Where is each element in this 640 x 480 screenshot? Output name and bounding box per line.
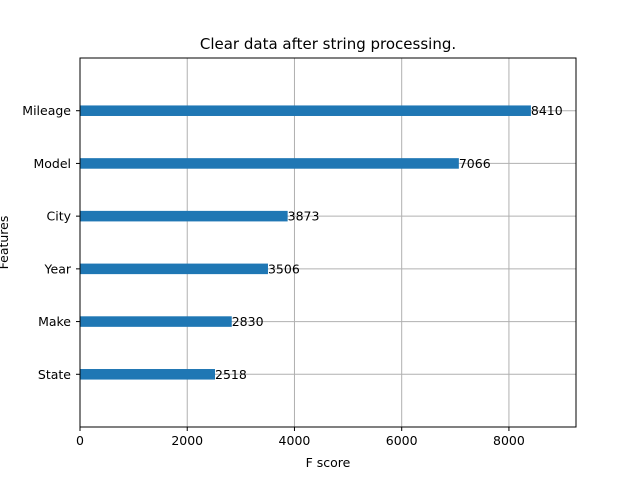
bar-state [80,369,216,380]
y-tick-label-city: City [47,209,72,224]
x-tick-label: 0 [76,433,84,448]
bar-year [80,263,268,275]
data-label-year: 3506 [268,261,300,276]
y-axis-label: Features [0,216,11,270]
y-tick-label-make: Make [38,314,71,329]
x-axis-label: F score [306,455,351,470]
bar-mileage [80,105,531,116]
x-tick-label: 2000 [171,433,203,448]
plot-frame [79,57,577,428]
data-label-make: 2830 [232,314,264,329]
x-tick-label: 4000 [279,433,311,448]
y-tick-label-model: Model [33,156,71,171]
labels: 0 2000 4000 6000 8000 Mileage 8410 Model 7066 Cit… [22,103,562,448]
y-tick-label-mileage: Mileage [22,103,71,118]
chart-title: Clear data after string processing. [200,35,456,53]
data-label-model: 7066 [459,156,491,171]
bar-make [80,316,232,327]
data-label-mileage: 8410 [531,103,563,118]
data-label-city: 3873 [288,209,320,224]
x-tick-label: 8000 [493,433,525,448]
bar-model [80,158,459,169]
bars [80,105,531,380]
data-label-state: 2518 [215,367,247,382]
y-tick-label-year: Year [44,261,72,276]
bar-city [80,210,288,222]
y-tick-label-state: State [38,367,71,382]
x-tick-label: 6000 [386,433,418,448]
ticks [76,110,510,431]
